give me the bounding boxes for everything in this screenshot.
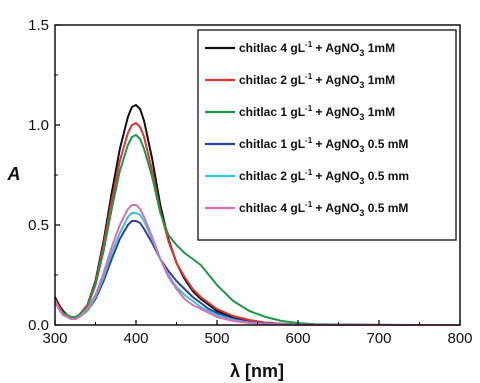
y-tick-label: 0.0 <box>28 317 49 334</box>
legend: chitlac 4 gL-1 + AgNO3 1mM chitlac 2 gL-1… <box>197 29 457 241</box>
y-axis-label: A <box>7 164 21 184</box>
x-tick-label: 800 <box>447 330 472 347</box>
legend-entry: chitlac 1 gL-1 + AgNO3 0.5 mM <box>239 136 408 154</box>
series-layer <box>54 104 460 326</box>
legend-entry: chitlac 2 gL-1 + AgNO3 0.5 mm <box>239 168 409 186</box>
y-axis-ticks: 0.0 0.5 1.0 1.5 <box>28 17 60 334</box>
x-tick-label: 500 <box>204 330 229 347</box>
legend-entry: chitlac 1 gL-1 + AgNO3 1mM <box>239 104 395 122</box>
legend-entry: chitlac 2 gL-1 + AgNO3 1mM <box>239 72 395 90</box>
legend-entry: chitlac 4 gL-1 + AgNO3 0.5 mM <box>239 200 408 218</box>
x-tick-label: 300 <box>42 330 67 347</box>
x-axis-ticks: 300 400 500 600 700 800 <box>42 320 473 347</box>
x-tick-label: 400 <box>123 330 148 347</box>
y-tick-label: 1.0 <box>28 117 49 134</box>
x-tick-label: 700 <box>366 330 391 347</box>
y-tick-label: 1.5 <box>28 17 49 34</box>
y-tick-label: 0.5 <box>28 217 49 234</box>
legend-entry: chitlac 4 gL-1 + AgNO3 1mM <box>239 40 395 58</box>
legend-box <box>197 29 457 241</box>
x-tick-label: 600 <box>285 330 310 347</box>
x-axis-label: λ [nm] <box>230 361 284 381</box>
series-line-3 <box>54 134 460 326</box>
